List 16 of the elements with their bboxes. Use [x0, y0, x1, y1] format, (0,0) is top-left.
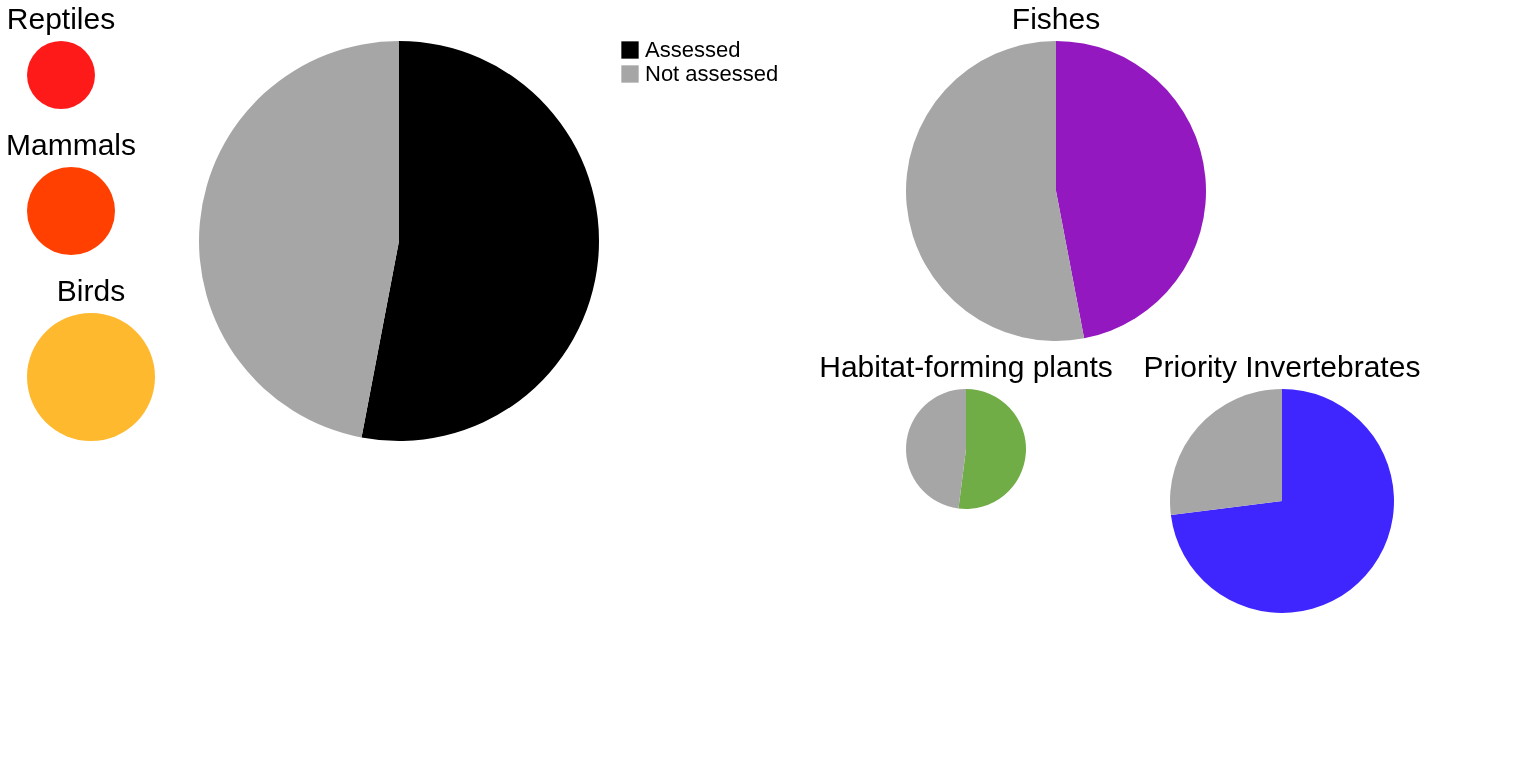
pie-slice — [1056, 41, 1206, 339]
pie-slice — [1170, 389, 1282, 516]
chart-title: Birds — [56, 274, 126, 307]
chart-title: Priority Invertebrates — [1143, 350, 1421, 383]
chart-title: Reptiles — [6, 2, 116, 35]
pie-slice — [906, 389, 966, 509]
pie-slice — [906, 41, 1085, 341]
legend-label: Not assessed — [645, 61, 779, 86]
chart-title: Habitat-forming plants — [819, 350, 1113, 383]
chart-title: Mammals — [5, 128, 137, 161]
pie-slice — [199, 41, 399, 438]
chart-title: Fishes — [1011, 2, 1101, 35]
pie-slice — [361, 41, 599, 441]
pie-slice — [958, 389, 1026, 509]
legend-label: Assessed — [645, 37, 741, 62]
pie-slice — [1170, 389, 1394, 613]
